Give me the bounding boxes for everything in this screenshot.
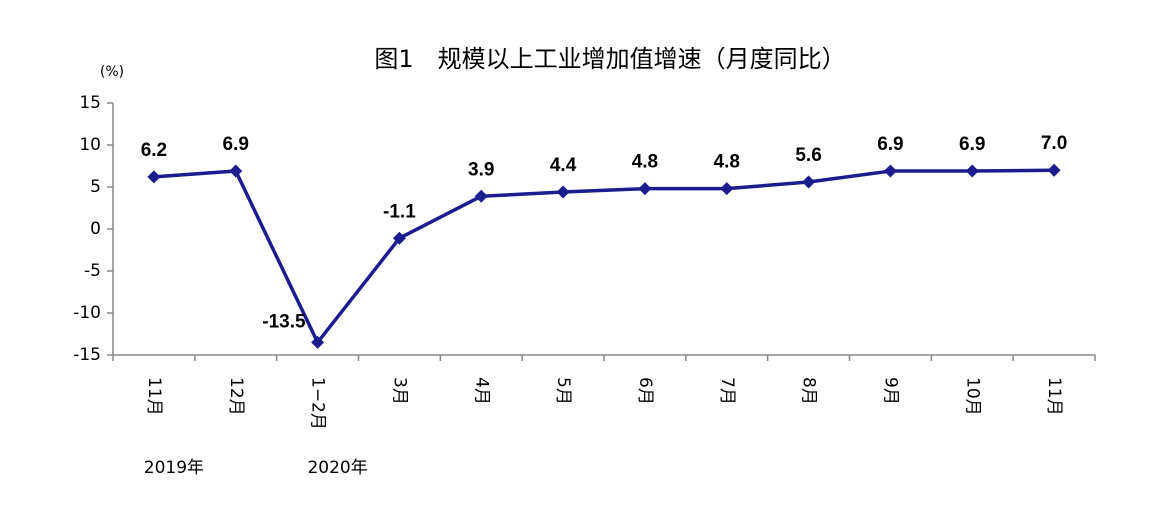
marker xyxy=(311,335,325,349)
x-tick-label: 1−2月 xyxy=(308,377,328,430)
marker xyxy=(965,164,979,178)
value-label: 5.6 xyxy=(795,145,821,166)
x-tick-label: 6月 xyxy=(635,377,655,405)
x-tick-label: 9月 xyxy=(880,377,900,405)
value-label: 7.0 xyxy=(1041,133,1067,154)
y-tick-label: 15 xyxy=(79,93,101,113)
year-label: 2020年 xyxy=(307,458,367,478)
line xyxy=(153,168,1055,345)
value-label: 6.9 xyxy=(877,134,903,155)
y-unit-label: (%) xyxy=(100,64,124,80)
x-tick-label: 11月 xyxy=(144,377,164,416)
y-tick-label: -5 xyxy=(84,261,101,281)
value-label: 4.4 xyxy=(550,155,577,176)
marker xyxy=(392,231,406,245)
value-label: 3.9 xyxy=(468,159,494,180)
value-label: -13.5 xyxy=(262,311,306,332)
x-tick-label: 3月 xyxy=(389,377,409,405)
value-label: 6.9 xyxy=(223,134,249,155)
chart-title: 图1 规模以上工业增加值增速（月度同比） xyxy=(374,45,845,73)
x-tick-label: 12月 xyxy=(226,377,246,416)
x-tick-label: 5月 xyxy=(553,377,573,405)
value-label: 6.2 xyxy=(141,140,167,161)
value-label: 6.9 xyxy=(959,134,985,155)
year-label: 2019年 xyxy=(144,458,204,478)
y-tick-label: -10 xyxy=(73,303,101,323)
marker xyxy=(883,164,897,178)
x-tick-label: 8月 xyxy=(799,377,819,405)
y-tick-label: 0 xyxy=(90,219,101,239)
marker xyxy=(147,170,161,184)
x-tick-label: 4月 xyxy=(471,377,491,405)
value-label: -1.1 xyxy=(383,201,416,222)
marker xyxy=(1047,163,1061,177)
x-tick-label: 7月 xyxy=(717,377,737,405)
y-tick-label: -15 xyxy=(73,345,101,365)
y-tick-label: 10 xyxy=(79,135,101,155)
marker xyxy=(229,164,243,178)
value-label: 4.8 xyxy=(714,152,740,173)
x-tick-label: 10月 xyxy=(962,377,982,416)
marker xyxy=(474,189,488,203)
x-tick-label: 11月 xyxy=(1044,377,1064,416)
value-label: 4.8 xyxy=(632,152,658,173)
marker xyxy=(720,182,734,196)
marker xyxy=(802,175,816,189)
y-tick-label: 5 xyxy=(90,177,101,197)
marker xyxy=(556,185,570,199)
marker xyxy=(638,182,652,196)
